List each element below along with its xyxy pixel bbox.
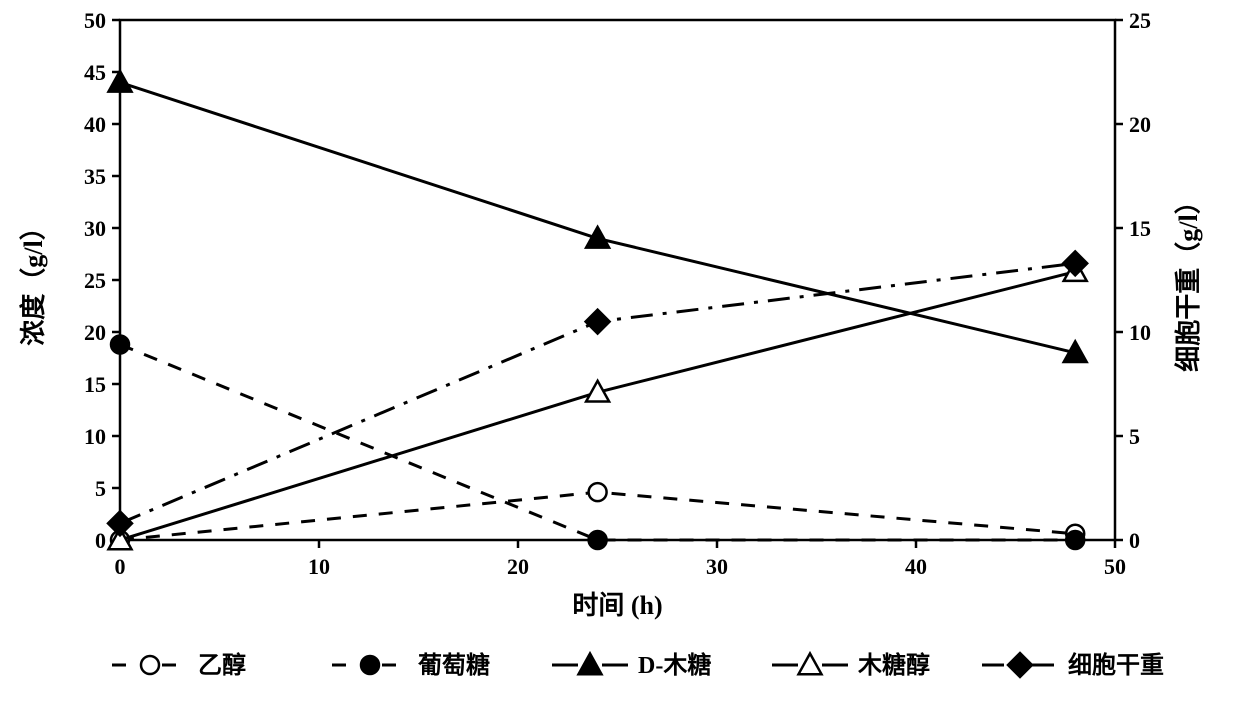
y-right-tick-label: 25 — [1129, 8, 1151, 33]
legend-label-xylitol: 木糖醇 — [857, 651, 930, 679]
legend-marker-xylitol — [799, 654, 822, 675]
x-tick-label: 20 — [507, 554, 529, 579]
series-marker-d-xylose — [109, 71, 132, 92]
y-left-tick-label: 20 — [84, 320, 106, 345]
series-marker-dcw — [586, 310, 610, 334]
y-right-tick-label: 20 — [1129, 112, 1151, 137]
series-marker-ethanol — [589, 483, 607, 501]
y-left-tick-label: 30 — [84, 216, 106, 241]
y-left-tick-label: 50 — [84, 8, 106, 33]
series-marker-glucose — [111, 335, 129, 353]
legend-label-glucose: 葡萄糖 — [417, 651, 490, 679]
y-left-tick-label: 5 — [95, 476, 106, 501]
x-tick-label: 10 — [308, 554, 330, 579]
legend-label-dcw: 细胞干重 — [1068, 651, 1164, 679]
y-left-tick-label: 15 — [84, 372, 106, 397]
legend-marker-d-xylose — [579, 654, 602, 675]
legend-marker-ethanol — [141, 656, 159, 674]
y-left-tick-label: 25 — [84, 268, 106, 293]
legend-label-ethanol: 乙醇 — [198, 651, 246, 679]
series-marker-dcw — [1063, 251, 1087, 275]
series-marker-glucose — [589, 531, 607, 549]
series-marker-glucose — [1066, 531, 1084, 549]
x-tick-label: 30 — [706, 554, 728, 579]
legend-marker-glucose — [361, 656, 379, 674]
y-left-tick-label: 10 — [84, 424, 106, 449]
y-right-tick-label: 5 — [1129, 424, 1140, 449]
y-left-tick-label: 40 — [84, 112, 106, 137]
chart-svg: 01020304050时间 (h)05101520253035404550浓度（… — [0, 0, 1240, 710]
legend-marker-dcw — [1008, 653, 1032, 677]
series-line-glucose — [120, 344, 1075, 540]
legend-label-d-xylose: D-木糖 — [638, 651, 711, 679]
y-right-title: 细胞干重（g/l） — [1173, 188, 1203, 371]
y-left-tick-label: 45 — [84, 60, 106, 85]
x-tick-label: 0 — [115, 554, 126, 579]
x-tick-label: 40 — [905, 554, 927, 579]
legend: 乙醇 葡萄糖 D-木糖 木糖醇 细胞干重 — [112, 651, 1164, 679]
y-left-title: 浓度（g/l） — [18, 214, 48, 345]
y-left-tick-label: 0 — [95, 528, 106, 553]
x-tick-label: 50 — [1104, 554, 1126, 579]
y-right-tick-label: 0 — [1129, 528, 1140, 553]
plot-border — [120, 20, 1115, 540]
chart-container: 01020304050时间 (h)05101520253035404550浓度（… — [0, 0, 1240, 710]
x-axis-title: 时间 (h) — [572, 591, 662, 620]
series-marker-dcw — [108, 511, 132, 535]
y-right-tick-label: 15 — [1129, 216, 1151, 241]
y-right-tick-label: 10 — [1129, 320, 1151, 345]
y-left-tick-label: 35 — [84, 164, 106, 189]
